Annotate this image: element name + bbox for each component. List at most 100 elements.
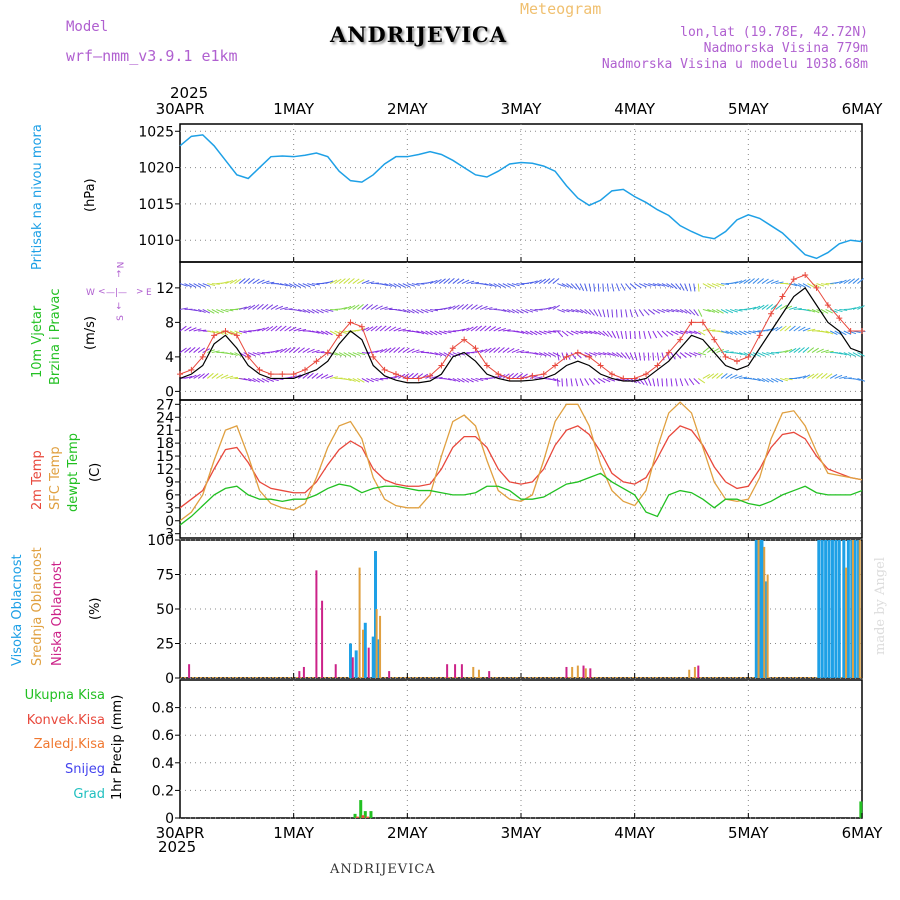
wind-barb xyxy=(247,304,256,310)
wind-barb xyxy=(675,330,684,335)
wind-barb xyxy=(443,306,452,310)
wind-barb xyxy=(652,352,655,361)
precipitation-ytick-label: 0 xyxy=(165,811,174,827)
wind-barb xyxy=(266,304,274,310)
wind-barb xyxy=(284,347,292,353)
wind-barb xyxy=(652,330,658,339)
wind-barb xyxy=(220,374,229,379)
wind-barb xyxy=(779,304,788,310)
wind-barb xyxy=(311,373,319,379)
wind-barb xyxy=(247,377,256,383)
wind-gust-marker xyxy=(552,362,559,369)
wind-barb xyxy=(375,325,382,332)
wind-barb xyxy=(575,283,581,291)
wind-gust-marker xyxy=(381,366,388,373)
wind-barb xyxy=(584,352,592,357)
cloud-high-bar xyxy=(850,540,854,678)
wind-barb xyxy=(634,330,636,340)
wind-gust-marker xyxy=(370,353,377,360)
cloud-high-bar xyxy=(834,540,838,678)
wind-barb xyxy=(256,303,264,310)
wind-barb xyxy=(661,378,664,387)
wind-barb xyxy=(839,352,848,356)
wind-barb xyxy=(298,308,306,313)
wind-barb xyxy=(275,348,283,354)
wind-barb xyxy=(238,306,247,310)
wind-barb xyxy=(407,308,415,314)
wind-barb xyxy=(707,308,716,313)
wind-barb xyxy=(798,326,806,332)
wind-barb xyxy=(498,327,506,332)
cloud-mid-bar xyxy=(375,609,378,678)
wind-barb xyxy=(652,378,656,387)
precip-total-bar xyxy=(859,801,863,818)
cloud-ytick-label: 0 xyxy=(165,671,174,687)
wind-barb xyxy=(484,283,493,287)
wind-barb xyxy=(589,330,597,335)
wind-barb xyxy=(448,377,456,382)
time-label-bottom: 4MAY xyxy=(614,824,656,842)
wind-barb xyxy=(780,350,789,354)
wind-barb xyxy=(625,283,632,291)
year-top: 2025 xyxy=(170,84,209,102)
cloud-high-bar xyxy=(371,636,375,678)
wind-barb xyxy=(366,304,374,310)
wind-barb xyxy=(602,352,611,356)
wind-barb xyxy=(252,328,261,332)
wind-barb xyxy=(729,330,738,336)
wind-barb xyxy=(616,352,624,358)
time-label-top: 1MAY xyxy=(273,100,315,118)
wind-barb xyxy=(375,349,384,354)
cloud-mid-bar xyxy=(688,669,691,678)
wind-barb xyxy=(493,375,502,379)
wind-barb xyxy=(529,352,539,355)
wind-barb xyxy=(197,373,205,379)
wind-barb xyxy=(643,378,649,386)
wind-barb xyxy=(284,283,293,288)
wind-barb xyxy=(493,326,502,332)
wind-gust-marker xyxy=(415,375,422,382)
wind-barb xyxy=(616,330,620,339)
wind-gust-marker xyxy=(665,349,672,356)
wind-barb xyxy=(820,349,829,354)
wind-barb xyxy=(666,308,675,313)
wind-barb xyxy=(588,309,595,316)
wind-barb xyxy=(588,378,595,385)
wind-barb xyxy=(748,330,757,334)
wind-barb xyxy=(752,330,761,333)
wind-barb xyxy=(329,308,339,311)
wind-barb xyxy=(834,308,843,313)
wind-gust-marker xyxy=(324,349,331,356)
time-label-bottom: 6MAY xyxy=(842,824,884,842)
wind-barb xyxy=(307,308,315,314)
wind-barb xyxy=(398,328,407,332)
wind-barb xyxy=(247,352,256,357)
wind-barb xyxy=(452,352,461,357)
wind-barb xyxy=(229,330,238,335)
wind-barb xyxy=(788,325,796,332)
wind-barb xyxy=(852,278,860,284)
wind-barb xyxy=(534,352,543,356)
wind-barb xyxy=(452,304,460,310)
wind-barb xyxy=(543,352,552,357)
wind-barb xyxy=(716,349,725,354)
wind-barb xyxy=(597,309,602,318)
wind-gust-marker xyxy=(336,332,343,339)
wind-barb xyxy=(675,308,684,313)
wind-barb xyxy=(602,283,604,292)
wind-barb xyxy=(725,308,734,314)
wind-barb xyxy=(375,377,384,381)
wind-barb xyxy=(470,325,478,332)
cloud-high-bar xyxy=(758,540,762,678)
wind-barb xyxy=(643,352,646,361)
wind-barb xyxy=(606,283,609,292)
pressure-ytick-label: 1010 xyxy=(138,233,174,249)
wind-barb xyxy=(379,325,387,332)
cloud-low-bar xyxy=(488,671,491,678)
wind-barb xyxy=(802,374,811,379)
time-label-bottom: 1MAY xyxy=(273,824,315,842)
wind-gust-marker xyxy=(722,353,729,360)
wind-barb xyxy=(206,372,214,379)
wind-barb xyxy=(475,349,484,354)
wind-barb xyxy=(184,375,193,379)
